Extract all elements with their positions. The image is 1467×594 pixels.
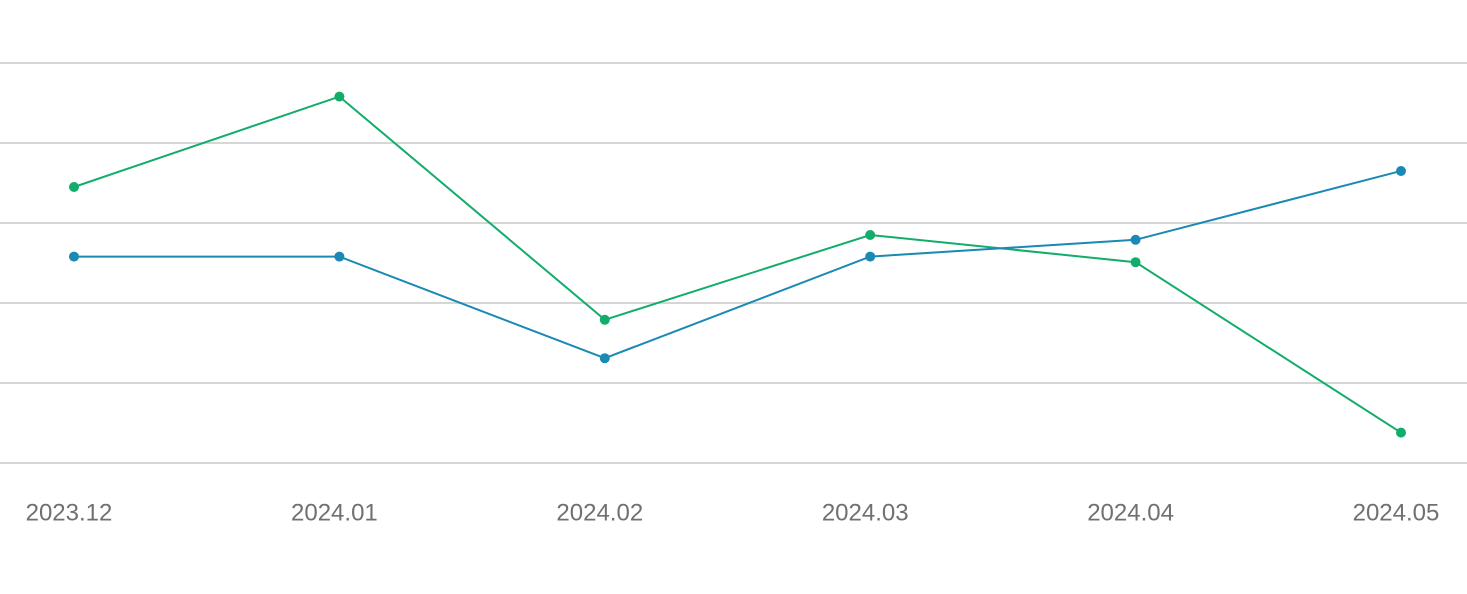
data-point: [1396, 427, 1406, 438]
x-tick-label: 2024.05: [1353, 499, 1440, 526]
data-point: [1396, 166, 1406, 176]
data-point: [1130, 257, 1141, 268]
series-line: [74, 170, 1402, 360]
data-point: [599, 314, 610, 325]
data-point: [334, 91, 345, 102]
data-point: [1130, 234, 1141, 245]
x-tick-label: 2024.04: [1087, 499, 1174, 526]
x-tick-label: 2023.12: [26, 499, 113, 526]
data-point: [69, 182, 79, 192]
data-point: [334, 251, 345, 262]
data-point: [865, 230, 876, 240]
x-tick-label: 2024.02: [556, 499, 643, 526]
x-tick-label: 2024.03: [822, 499, 909, 526]
series-line: [73, 95, 1402, 434]
data-point: [599, 353, 610, 364]
data-point: [865, 251, 876, 262]
x-tick-label: 2024.01: [291, 499, 378, 526]
data-point: [69, 251, 79, 262]
